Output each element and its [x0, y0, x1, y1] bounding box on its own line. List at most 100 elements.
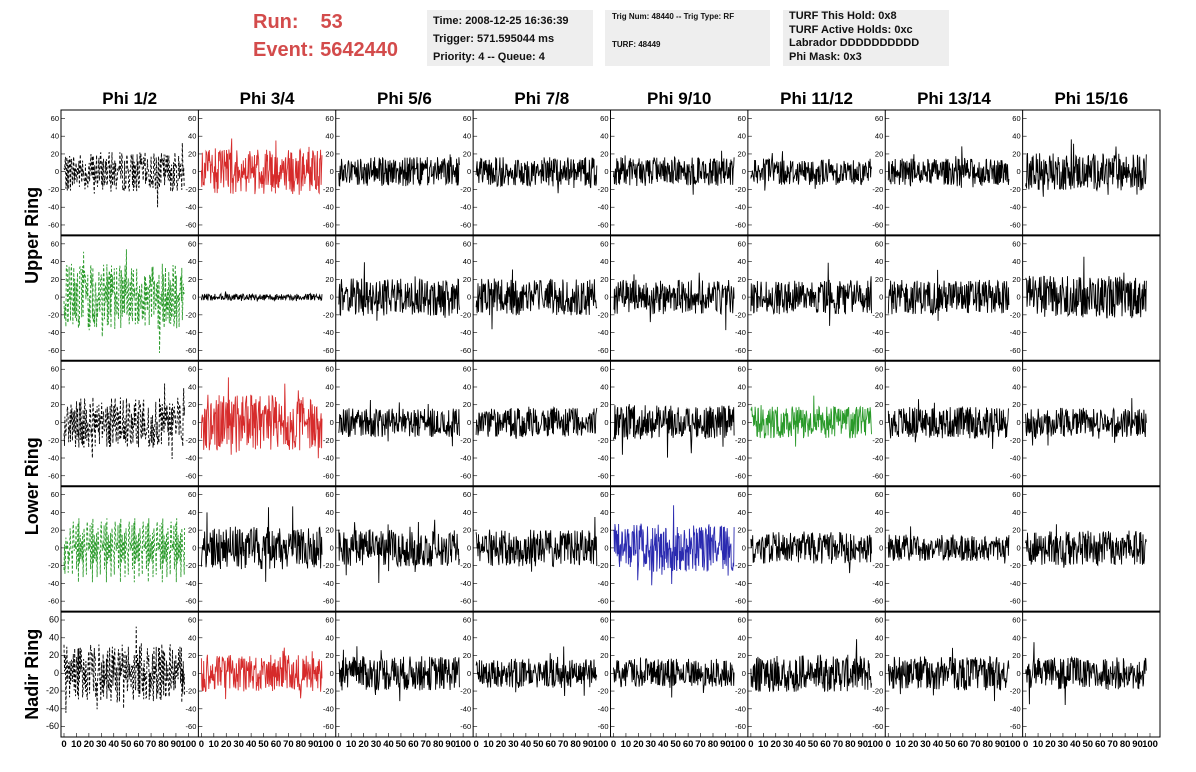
y-tick-label: -60 — [460, 597, 471, 606]
y-tick-label: -60 — [872, 471, 883, 480]
y-tick-label: 20 — [600, 651, 608, 660]
y-tick-label: 60 — [188, 114, 196, 123]
y-tick-label: -40 — [1010, 704, 1021, 713]
y-tick-label: 0 — [54, 668, 59, 678]
x-tick-label: 0 — [336, 739, 341, 750]
phi-mask-text: Phi Mask: 0x3 — [789, 50, 862, 63]
y-tick-label: 60 — [325, 365, 333, 374]
y-tick-label: 0 — [330, 293, 334, 302]
trig-num-text: Trig Num: 48440 -- Trig Type: RF — [612, 12, 735, 21]
event-label: Event: — [253, 39, 315, 61]
y-tick-label: -60 — [735, 597, 746, 606]
y-tick-label: 60 — [1012, 616, 1020, 625]
y-tick-label: -20 — [460, 310, 471, 319]
y-tick-label: 40 — [463, 132, 471, 141]
y-tick-label: 0 — [1016, 293, 1020, 302]
y-tick-label: 40 — [738, 508, 746, 517]
x-tick-label: 40 — [1070, 739, 1081, 750]
turf-text: TURF: 48449 — [612, 40, 661, 49]
waveform-trace — [63, 249, 186, 354]
y-tick-label: 40 — [738, 382, 746, 391]
y-tick-label: 60 — [188, 365, 196, 374]
x-tick-label: 40 — [246, 739, 257, 750]
y-tick-label: -40 — [872, 328, 883, 337]
y-tick-label: 60 — [1012, 114, 1020, 123]
waveform-trace — [613, 150, 735, 195]
y-tick-label: -60 — [735, 722, 746, 731]
y-tick-label: -60 — [323, 722, 334, 731]
y-tick-label: 40 — [875, 508, 883, 517]
y-tick-label: 0 — [55, 418, 59, 427]
y-tick-label: 20 — [325, 149, 333, 158]
y-tick-label: -40 — [598, 454, 609, 463]
x-tick-label: 90 — [1132, 739, 1143, 750]
y-tick-label: 40 — [1012, 382, 1020, 391]
x-tick-label: 50 — [396, 739, 407, 750]
x-tick-label: 0 — [1023, 739, 1028, 750]
y-tick-label: -60 — [460, 346, 471, 355]
y-tick-label: 40 — [600, 633, 608, 642]
y-tick-label: 20 — [738, 651, 746, 660]
x-tick-label: 80 — [845, 739, 856, 750]
y-tick-label: -60 — [323, 471, 334, 480]
x-tick-label: 100 — [730, 739, 746, 750]
y-tick-label: 40 — [738, 132, 746, 141]
x-tick-label: 40 — [795, 739, 806, 750]
ring-label: Upper Ring — [22, 187, 42, 284]
waveform-trace — [887, 399, 1010, 449]
x-tick-label: 30 — [1058, 739, 1069, 750]
y-tick-label: 0 — [742, 669, 746, 678]
x-tick-label: 20 — [633, 739, 644, 750]
y-tick-label: -40 — [186, 328, 197, 337]
waveform-trace — [475, 269, 598, 330]
y-tick-label: 60 — [51, 114, 59, 123]
y-tick-label: 60 — [1012, 490, 1020, 499]
y-tick-label: -60 — [323, 597, 334, 606]
y-tick-label: -40 — [323, 328, 334, 337]
y-tick-label: 0 — [55, 167, 59, 176]
y-tick-label: 40 — [875, 132, 883, 141]
x-tick-label: 60 — [1095, 739, 1106, 750]
y-tick-label: 0 — [192, 418, 196, 427]
ring-label: Lower Ring — [22, 437, 42, 535]
x-tick-label: 50 — [258, 739, 269, 750]
x-tick-label: 40 — [383, 739, 394, 750]
x-tick-label: 30 — [920, 739, 931, 750]
y-tick-label: 20 — [188, 149, 196, 158]
y-tick-label: 60 — [600, 239, 608, 248]
y-tick-label: -60 — [48, 471, 59, 480]
y-tick-label: -60 — [1010, 597, 1021, 606]
y-tick-label: 0 — [192, 543, 196, 552]
y-tick-label: 0 — [742, 167, 746, 176]
y-tick-label: 40 — [325, 382, 333, 391]
run-label: Run: — [253, 11, 299, 33]
y-tick-label: 0 — [330, 543, 334, 552]
y-tick-label: 0 — [604, 167, 608, 176]
y-tick-label: -60 — [186, 597, 197, 606]
x-tick-label: 70 — [283, 739, 294, 750]
y-tick-label: 20 — [51, 526, 59, 535]
y-tick-label: 60 — [738, 239, 746, 248]
y-tick-label: 20 — [875, 400, 883, 409]
y-tick-label: -60 — [598, 346, 609, 355]
y-tick-label: 0 — [330, 669, 334, 678]
y-tick-label: 20 — [1012, 651, 1020, 660]
x-tick-label: 80 — [433, 739, 444, 750]
y-tick-label: -60 — [460, 722, 471, 731]
y-tick-label: -20 — [460, 185, 471, 194]
y-tick-label: -60 — [735, 471, 746, 480]
y-tick-label: 40 — [325, 633, 333, 642]
x-tick-label: 0 — [886, 739, 891, 750]
waveform-trace — [887, 647, 1010, 702]
y-tick-label: -20 — [1010, 436, 1021, 445]
y-tick-label: 60 — [51, 239, 59, 248]
y-tick-label: -60 — [48, 597, 59, 606]
y-tick-label: -20 — [872, 436, 883, 445]
y-tick-label: -20 — [460, 561, 471, 570]
waveform-trace — [338, 646, 460, 702]
y-tick-label: 20 — [463, 526, 471, 535]
turf-hold-text: TURF This Hold: 0x8 — [789, 10, 897, 22]
y-tick-label: -40 — [1010, 328, 1021, 337]
column-header: Phi 9/10 — [647, 89, 711, 108]
waveform-trace — [613, 404, 735, 458]
